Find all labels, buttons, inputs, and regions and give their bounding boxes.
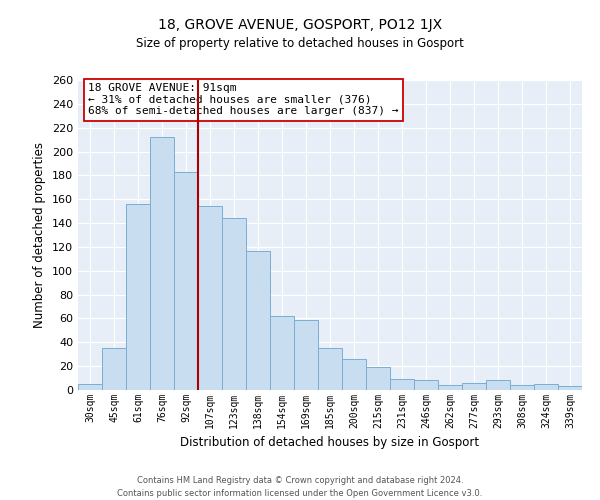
Bar [342, 359, 366, 390]
Bar [270, 316, 294, 390]
Bar [318, 348, 342, 390]
Bar [246, 250, 270, 390]
Bar [390, 380, 414, 390]
Bar [294, 320, 318, 390]
Bar [366, 368, 390, 390]
Text: Size of property relative to detached houses in Gosport: Size of property relative to detached ho… [136, 38, 464, 51]
Bar [462, 383, 486, 390]
Bar [510, 385, 534, 390]
Bar [126, 204, 150, 390]
Bar [486, 380, 510, 390]
Text: Contains HM Land Registry data © Crown copyright and database right 2024.
Contai: Contains HM Land Registry data © Crown c… [118, 476, 482, 498]
Bar [174, 172, 198, 390]
Text: 18 GROVE AVENUE: 91sqm
← 31% of detached houses are smaller (376)
68% of semi-de: 18 GROVE AVENUE: 91sqm ← 31% of detached… [88, 83, 398, 116]
Bar [414, 380, 438, 390]
Bar [438, 385, 462, 390]
Y-axis label: Number of detached properties: Number of detached properties [34, 142, 46, 328]
Bar [78, 384, 102, 390]
Bar [534, 384, 558, 390]
Bar [150, 137, 174, 390]
Bar [558, 386, 582, 390]
Bar [222, 218, 246, 390]
Text: 18, GROVE AVENUE, GOSPORT, PO12 1JX: 18, GROVE AVENUE, GOSPORT, PO12 1JX [158, 18, 442, 32]
Bar [102, 348, 126, 390]
X-axis label: Distribution of detached houses by size in Gosport: Distribution of detached houses by size … [181, 436, 479, 450]
Bar [198, 206, 222, 390]
